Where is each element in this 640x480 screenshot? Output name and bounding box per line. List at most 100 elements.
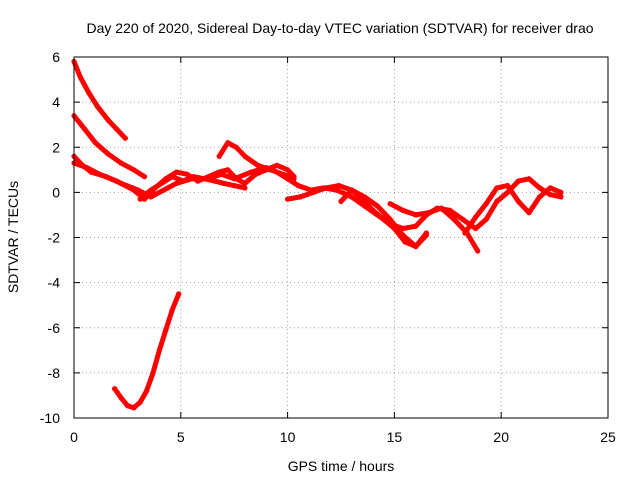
- data-point: [547, 192, 553, 198]
- data-point: [349, 194, 355, 200]
- plot-frame: [73, 56, 609, 419]
- data-point: [462, 230, 468, 236]
- data-point: [515, 178, 521, 184]
- data-point: [137, 399, 143, 405]
- data-point: [413, 223, 419, 229]
- data-point: [558, 189, 564, 195]
- data-point: [105, 117, 111, 123]
- data-point: [94, 104, 101, 110]
- data-point: [220, 180, 227, 186]
- data-point: [359, 196, 365, 202]
- y-tick-label: 4: [52, 94, 60, 110]
- y-tick-label: -10: [40, 410, 60, 426]
- data-point: [400, 207, 406, 213]
- data-point: [112, 386, 118, 392]
- data-point: [148, 187, 154, 193]
- data-point: [537, 185, 543, 191]
- y-tick-label: -2: [48, 230, 61, 246]
- data-point: [124, 403, 130, 409]
- data-point: [114, 126, 120, 132]
- data-point: [84, 165, 90, 171]
- series-arc-10: [462, 183, 564, 236]
- data-point: [291, 176, 297, 182]
- data-point: [131, 405, 137, 411]
- chart-title: Day 220 of 2020, Sidereal Day-to-day VTE…: [86, 20, 593, 36]
- data-point: [423, 230, 429, 236]
- data-point: [161, 187, 167, 193]
- y-tick-label: -8: [48, 365, 61, 381]
- data-point: [131, 167, 137, 173]
- data-series: [71, 58, 564, 411]
- data-point: [184, 171, 190, 177]
- data-point: [82, 126, 88, 132]
- data-point: [336, 183, 342, 189]
- data-point: [255, 162, 261, 168]
- data-point: [173, 169, 180, 175]
- axis-ticks: 0 5 10 15 20 25 -10 -8 -6 -4 -2 0 2 4 6: [40, 49, 616, 445]
- data-point: [547, 185, 553, 191]
- data-point: [338, 198, 344, 204]
- data-point: [159, 180, 165, 186]
- x-tick-label: 15: [387, 429, 403, 445]
- data-point: [274, 162, 280, 168]
- data-point: [231, 183, 237, 189]
- data-point: [310, 189, 316, 195]
- data-point: [280, 171, 286, 177]
- data-point: [558, 194, 564, 200]
- y-tick-label: 0: [52, 184, 60, 200]
- data-point: [426, 210, 432, 216]
- x-axis-label: GPS time / hours: [288, 458, 395, 474]
- data-point: [141, 174, 148, 180]
- x-tick-label: 20: [493, 429, 509, 445]
- data-point: [225, 167, 231, 173]
- data-point: [169, 174, 175, 180]
- data-point: [483, 201, 489, 207]
- data-point: [537, 194, 543, 200]
- data-point: [216, 169, 222, 175]
- data-point: [242, 153, 248, 159]
- data-point: [150, 370, 156, 376]
- data-point: [212, 178, 218, 184]
- data-point: [494, 198, 500, 204]
- data-point: [349, 187, 355, 193]
- grid-lines: [74, 57, 608, 418]
- data-point: [494, 185, 500, 191]
- data-point: [295, 183, 301, 189]
- data-point: [475, 248, 481, 254]
- data-point: [92, 140, 98, 146]
- data-point: [505, 183, 511, 189]
- data-point: [483, 216, 489, 222]
- data-point: [323, 185, 329, 191]
- data-point: [156, 347, 162, 353]
- data-point: [413, 212, 419, 218]
- y-tick-label: 2: [52, 139, 60, 155]
- data-point: [242, 180, 248, 186]
- data-point: [402, 239, 408, 245]
- data-point: [285, 196, 291, 202]
- data-point: [253, 171, 259, 177]
- data-point: [118, 395, 124, 401]
- data-point: [438, 205, 444, 211]
- data-point: [526, 210, 532, 216]
- data-point: [374, 203, 380, 209]
- data-point: [144, 388, 150, 394]
- data-point: [86, 90, 92, 96]
- data-point: [460, 216, 466, 222]
- data-point: [387, 201, 393, 207]
- data-point: [381, 216, 387, 222]
- data-point: [173, 180, 180, 186]
- data-point: [118, 160, 124, 166]
- data-point: [137, 196, 143, 202]
- data-point: [297, 194, 303, 200]
- y-axis-label: SDTVAR / TECUs: [5, 181, 21, 293]
- data-point: [370, 207, 376, 213]
- data-point: [334, 187, 340, 193]
- data-point: [114, 178, 120, 184]
- data-point: [105, 151, 111, 157]
- x-tick-label: 25: [600, 429, 616, 445]
- y-tick-label: -6: [48, 320, 61, 336]
- data-point: [248, 169, 254, 175]
- data-point: [201, 176, 207, 182]
- data-point: [176, 291, 182, 297]
- data-point: [77, 74, 83, 80]
